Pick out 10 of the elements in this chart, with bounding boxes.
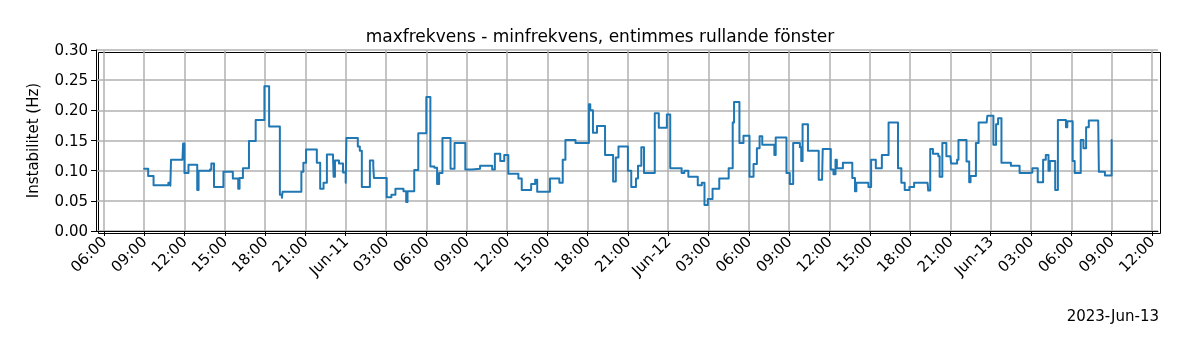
y-tick-label: 0.15 bbox=[54, 131, 88, 150]
y-tick-label: 0.20 bbox=[54, 101, 88, 120]
y-tick-label: 0.05 bbox=[54, 191, 88, 210]
text: 2023-Jun-13 bbox=[1066, 306, 1159, 325]
y-axis-title: Instabilitet (Hz) bbox=[23, 82, 42, 199]
chart-title: maxfrekvens - minfrekvens, entimmes rullande fönster bbox=[365, 25, 835, 46]
y-tick-label: 0.10 bbox=[54, 161, 88, 180]
y-tick-label: 0.30 bbox=[54, 41, 88, 59]
y-tick-label: 0.00 bbox=[54, 222, 88, 240]
y-tick-label: 0.25 bbox=[54, 71, 88, 90]
